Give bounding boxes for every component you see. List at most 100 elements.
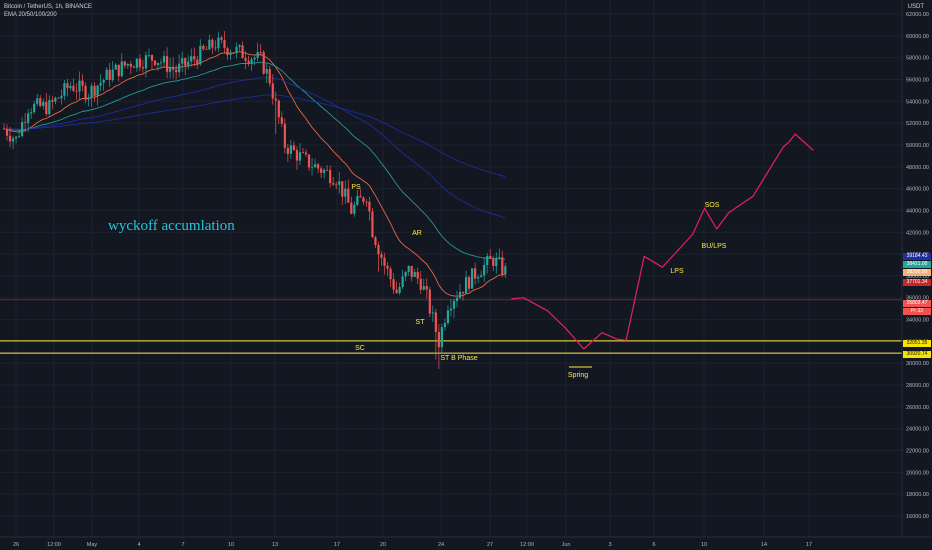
candle-body: [211, 39, 214, 48]
time-tick-label: 10: [228, 542, 234, 548]
candle-body: [75, 90, 78, 92]
candle-body: [45, 101, 48, 115]
candle-body: [33, 103, 36, 113]
candle-body: [27, 113, 30, 123]
price-tick-label: 36000.00: [906, 296, 929, 302]
price-axis: 62000.00 60000.00 58000.00 56000.00 54000.00…: [906, 12, 929, 520]
candle-body: [132, 66, 135, 68]
time-tick-label: 17: [806, 542, 812, 548]
candle-body: [138, 58, 141, 68]
candle-body: [461, 291, 465, 294]
candle-body: [425, 286, 428, 290]
candle-body: [24, 122, 27, 123]
price-tick-label: 16000.00: [906, 514, 929, 520]
candle-body: [419, 278, 422, 290]
price-tick-label: 28000.00: [906, 383, 929, 389]
candle-body: [123, 61, 126, 66]
price-tick-label: 50000.00: [906, 143, 929, 149]
candle-body: [486, 256, 489, 265]
price-tick-label: 38000.00: [906, 274, 929, 280]
price-tag-last: 37701.34: [903, 279, 931, 286]
candle-body: [455, 297, 459, 302]
annotation-ar: AR: [412, 230, 422, 237]
candle-body: [11, 138, 15, 142]
candle-body: [117, 64, 120, 77]
candle-body: [153, 60, 157, 65]
candle-body: [229, 53, 232, 56]
annotation-sc: SC: [355, 345, 365, 352]
price-tag-countdown: Pr 33: [903, 308, 931, 315]
indicator-legend[interactable]: EMA 20/50/100/200: [4, 12, 57, 18]
candle-body: [2, 128, 6, 130]
candle-body: [449, 308, 453, 311]
candle-body: [338, 181, 341, 185]
time-axis: 26 12:00 May 4 7 10 13 17 20 24 27 12:00 Jun 3 6 10 14 17: [13, 542, 812, 548]
candle-body: [14, 136, 18, 139]
candle-body: [467, 277, 471, 289]
price-tag-current: 35803.47: [903, 300, 931, 307]
candle-body: [292, 145, 296, 151]
wyckoff-title-annotation: wyckoff accumlation: [108, 218, 235, 234]
candle-body: [353, 204, 356, 214]
symbol-title[interactable]: Bitcoin / TetherUS, 1h, BINANCE: [4, 4, 92, 10]
candle-body: [78, 80, 81, 92]
candle-body: [238, 45, 241, 47]
candle-body: [416, 271, 419, 279]
candle-body: [359, 196, 362, 198]
candle-body: [108, 69, 111, 81]
candle-body: [256, 51, 259, 58]
candle-body: [114, 64, 117, 70]
candle-body: [39, 98, 42, 106]
candle-body: [452, 301, 456, 309]
candle-body: [341, 181, 344, 197]
candle-body: [217, 37, 220, 49]
projection-path: [511, 133, 814, 350]
candle-body: [81, 80, 84, 86]
candle-body: [377, 245, 380, 255]
time-tick-label: 17: [334, 542, 340, 548]
price-tick-label: 44000.00: [906, 208, 929, 214]
candle-body: [443, 323, 447, 328]
candle-body: [87, 97, 90, 100]
time-tick-label: 27: [487, 542, 493, 548]
time-tick-label: May: [87, 542, 98, 548]
candle-body: [93, 85, 96, 96]
candle-body: [241, 45, 244, 59]
annotation-ps: PS: [351, 184, 361, 191]
candle-body: [344, 188, 347, 197]
candle-body: [190, 56, 193, 62]
candle-body: [295, 150, 299, 161]
price-tag-ema50: 38421.00: [903, 261, 931, 268]
candle-body: [135, 58, 138, 68]
price-tick-label: 24000.00: [906, 427, 929, 433]
annotation-lps: LPS: [670, 268, 684, 275]
candle-body: [102, 79, 105, 83]
candle-body: [365, 201, 368, 203]
candle-body: [214, 47, 217, 49]
candle-body: [57, 97, 60, 99]
ema-200-line: [4, 94, 506, 178]
price-tick-label: 52000.00: [906, 121, 929, 127]
candle-body: [30, 112, 33, 114]
candle-body: [162, 56, 166, 63]
candle-body: [202, 45, 205, 50]
candle-body: [175, 69, 178, 73]
candle-body: [332, 183, 335, 185]
candle-body: [90, 85, 93, 98]
candle-body: [181, 58, 184, 64]
candle-body: [193, 56, 196, 60]
candle-body: [147, 54, 151, 56]
candle-body: [413, 271, 416, 277]
candle-body: [374, 237, 377, 246]
candle-body: [205, 49, 208, 50]
time-tick-label: 14: [761, 542, 767, 548]
candles: [2, 31, 507, 370]
candle-body: [165, 56, 169, 72]
candle-body: [172, 67, 175, 70]
candle-body: [301, 152, 305, 154]
candle-body: [389, 268, 392, 280]
candle-body: [401, 276, 404, 287]
candle-body: [477, 277, 480, 279]
candle-body: [380, 254, 383, 258]
